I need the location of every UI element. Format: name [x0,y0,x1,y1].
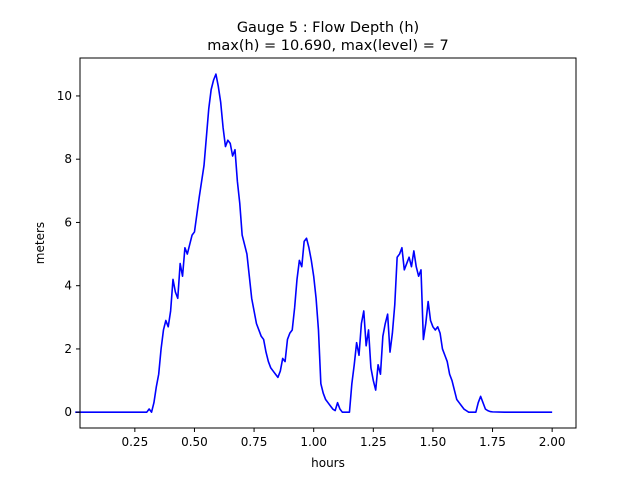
plot-area [75,73,553,413]
x-axis: 0.25 0.50 0.75 1.00 1.25 1.50 1.75 2.00 [121,428,566,449]
chart-title-line-1: Gauge 5 : Flow Depth (h) [237,20,419,36]
x-tick-label: 1.00 [300,435,327,449]
y-tick-label: 6 [64,215,72,229]
x-tick-label: 1.25 [360,435,387,449]
y-tick-label: 4 [64,279,72,293]
y-tick-label: 8 [64,152,72,166]
series-line-0 [75,73,553,413]
x-tick-label: 1.75 [479,435,506,449]
chart-title-line-2: max(h) = 10.690, max(level) = 7 [207,38,448,54]
x-tick-label: 0.25 [121,435,148,449]
y-tick-label: 0 [64,405,72,419]
plot-frame [79,57,577,429]
x-tick-label: 1.50 [420,435,447,449]
y-tick-label: 2 [64,342,72,356]
x-tick-label: 0.75 [241,435,268,449]
y-axis-label: meters [33,222,47,264]
x-axis-label: hours [311,456,345,470]
y-axis: 0 2 4 6 8 10 [57,89,80,419]
x-tick-label: 0.50 [181,435,208,449]
y-tick-label: 10 [57,89,72,103]
x-tick-label: 2.00 [539,435,566,449]
